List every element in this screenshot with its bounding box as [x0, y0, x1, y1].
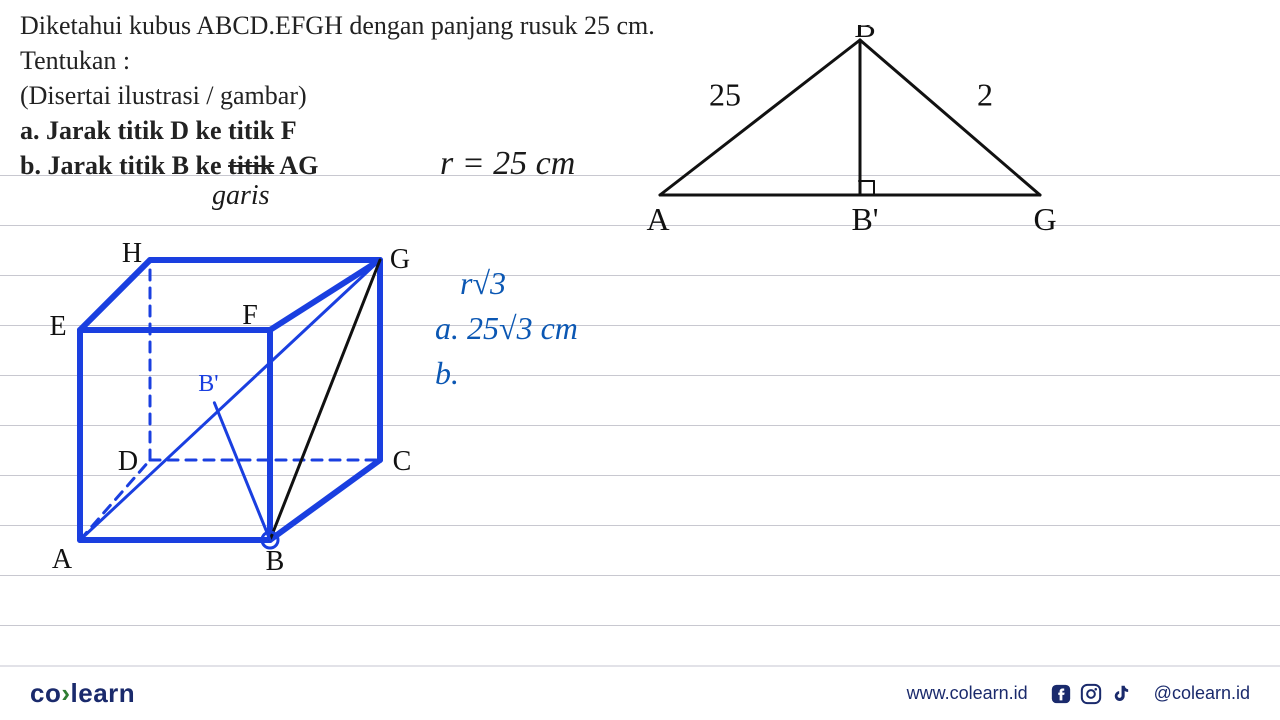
svg-text:A: A	[52, 544, 73, 575]
svg-text:2: 2	[977, 77, 993, 113]
r-sqrt3-annotation: r√3	[460, 265, 506, 302]
svg-text:G: G	[390, 244, 410, 275]
cube-diagram: B' A B C D E F G H	[20, 230, 440, 590]
social-icons	[1050, 683, 1132, 705]
item-b-prefix: b. Jarak titik B ke	[20, 151, 228, 180]
svg-text:E: E	[49, 311, 66, 342]
footer-website: www.colearn.id	[907, 683, 1028, 704]
footer: co›learn www.colearn.id @colearn.id	[0, 665, 1280, 720]
svg-text:D: D	[118, 446, 138, 477]
svg-text:G: G	[1033, 201, 1056, 237]
svg-text:25: 25	[709, 77, 741, 113]
instagram-icon	[1080, 683, 1102, 705]
svg-text:F: F	[242, 300, 258, 331]
answer-a-annotation: a. 25√3 cm	[435, 310, 578, 347]
footer-handle: @colearn.id	[1154, 683, 1250, 704]
svg-text:A: A	[646, 201, 669, 237]
triangle-diagram: A G B B' 25 2	[640, 25, 1080, 245]
item-b-strike: titik	[228, 151, 274, 180]
brand-co: co	[30, 678, 61, 708]
brand-learn: learn	[71, 678, 136, 708]
item-b-suffix: AG	[274, 151, 318, 180]
problem-line-2: Tentukan :	[20, 43, 655, 78]
problem-item-a: a. Jarak titik D ke titik F	[20, 113, 655, 148]
svg-text:C: C	[393, 446, 412, 477]
footer-right: www.colearn.id @colearn.id	[907, 683, 1250, 705]
problem-line-1: Diketahui kubus ABCD.EFGH dengan panjang…	[20, 8, 655, 43]
svg-text:H: H	[122, 238, 142, 269]
svg-text:B': B'	[198, 371, 218, 397]
r-equals-annotation: r = 25 cm	[440, 145, 575, 183]
svg-text:B': B'	[851, 201, 878, 237]
brand-dot: ›	[61, 678, 70, 708]
svg-text:B: B	[266, 546, 285, 577]
footer-brand: co›learn	[30, 678, 135, 709]
svg-text:B: B	[854, 25, 875, 44]
tiktok-icon	[1110, 683, 1132, 705]
garis-annotation: garis	[212, 180, 270, 212]
facebook-icon	[1050, 683, 1072, 705]
problem-line-3: (Disertai ilustrasi / gambar)	[20, 78, 655, 113]
